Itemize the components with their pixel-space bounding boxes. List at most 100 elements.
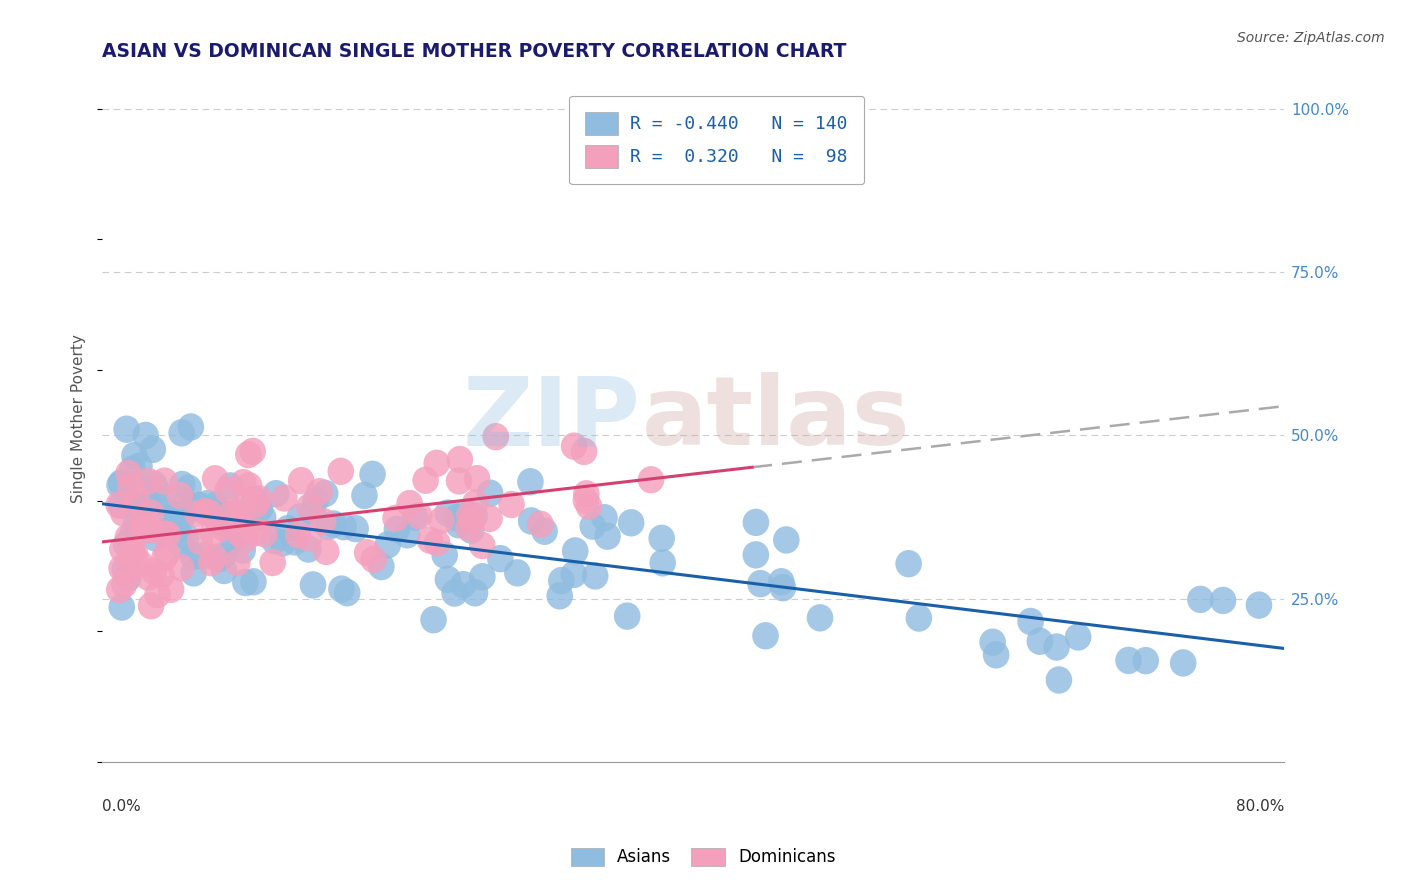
Ellipse shape [456, 501, 482, 529]
Ellipse shape [517, 508, 544, 534]
Ellipse shape [432, 541, 458, 569]
Ellipse shape [129, 505, 156, 533]
Ellipse shape [328, 575, 354, 603]
Ellipse shape [117, 527, 143, 555]
Ellipse shape [482, 423, 509, 450]
Ellipse shape [315, 513, 342, 541]
Ellipse shape [299, 498, 326, 525]
Ellipse shape [420, 606, 447, 633]
Ellipse shape [202, 496, 229, 524]
Ellipse shape [114, 416, 139, 443]
Ellipse shape [274, 515, 301, 542]
Ellipse shape [477, 479, 503, 507]
Ellipse shape [396, 490, 423, 517]
Ellipse shape [434, 500, 461, 527]
Ellipse shape [281, 528, 308, 556]
Ellipse shape [295, 524, 322, 552]
Ellipse shape [312, 480, 339, 508]
Ellipse shape [314, 538, 339, 566]
Ellipse shape [117, 558, 143, 584]
Legend: R = -0.440   N = 140, R =  0.320   N =  98: R = -0.440 N = 140, R = 0.320 N = 98 [569, 95, 865, 185]
Ellipse shape [531, 517, 558, 545]
Ellipse shape [148, 561, 174, 589]
Ellipse shape [354, 539, 381, 566]
Ellipse shape [172, 500, 198, 527]
Ellipse shape [1115, 647, 1142, 674]
Ellipse shape [218, 500, 245, 527]
Ellipse shape [561, 433, 588, 460]
Ellipse shape [287, 503, 314, 531]
Legend: Asians, Dominicans: Asians, Dominicans [564, 841, 842, 873]
Ellipse shape [402, 504, 429, 531]
Ellipse shape [747, 570, 773, 598]
Ellipse shape [207, 499, 233, 526]
Ellipse shape [232, 569, 259, 596]
Ellipse shape [648, 524, 675, 552]
Ellipse shape [197, 500, 224, 527]
Ellipse shape [124, 486, 150, 514]
Ellipse shape [447, 446, 472, 474]
Ellipse shape [1026, 628, 1053, 655]
Ellipse shape [443, 504, 470, 532]
Ellipse shape [250, 504, 277, 531]
Ellipse shape [121, 442, 148, 469]
Ellipse shape [285, 521, 312, 549]
Ellipse shape [441, 579, 468, 607]
Ellipse shape [582, 562, 609, 590]
Ellipse shape [562, 537, 589, 565]
Ellipse shape [416, 526, 443, 554]
Ellipse shape [252, 520, 277, 548]
Ellipse shape [136, 492, 163, 520]
Ellipse shape [360, 460, 385, 488]
Ellipse shape [807, 604, 834, 632]
Ellipse shape [120, 519, 146, 547]
Ellipse shape [169, 501, 195, 529]
Ellipse shape [434, 566, 461, 593]
Ellipse shape [394, 521, 420, 549]
Ellipse shape [561, 561, 588, 588]
Ellipse shape [172, 490, 198, 517]
Ellipse shape [517, 468, 544, 495]
Ellipse shape [288, 467, 315, 494]
Ellipse shape [453, 500, 479, 526]
Ellipse shape [1187, 586, 1213, 613]
Ellipse shape [198, 549, 225, 576]
Ellipse shape [231, 511, 257, 539]
Ellipse shape [187, 527, 214, 555]
Ellipse shape [330, 513, 357, 541]
Ellipse shape [132, 422, 159, 449]
Ellipse shape [263, 480, 290, 508]
Ellipse shape [527, 510, 554, 538]
Ellipse shape [110, 535, 135, 563]
Ellipse shape [295, 493, 322, 521]
Ellipse shape [111, 571, 138, 599]
Ellipse shape [614, 602, 641, 630]
Ellipse shape [382, 505, 409, 532]
Y-axis label: Single Mother Poverty: Single Mother Poverty [72, 334, 86, 503]
Ellipse shape [135, 564, 162, 591]
Ellipse shape [142, 524, 169, 552]
Ellipse shape [768, 568, 794, 596]
Ellipse shape [138, 592, 165, 619]
Ellipse shape [477, 505, 503, 533]
Ellipse shape [579, 512, 606, 540]
Ellipse shape [229, 536, 256, 564]
Ellipse shape [110, 500, 136, 527]
Ellipse shape [201, 543, 228, 571]
Ellipse shape [153, 540, 180, 567]
Ellipse shape [145, 581, 170, 608]
Ellipse shape [165, 515, 191, 542]
Ellipse shape [752, 622, 779, 649]
Ellipse shape [240, 485, 267, 513]
Ellipse shape [112, 531, 139, 558]
Ellipse shape [157, 505, 184, 533]
Ellipse shape [240, 568, 267, 596]
Ellipse shape [458, 516, 485, 544]
Ellipse shape [463, 490, 489, 516]
Ellipse shape [202, 465, 228, 492]
Ellipse shape [115, 459, 142, 487]
Ellipse shape [217, 472, 243, 500]
Ellipse shape [166, 482, 193, 509]
Ellipse shape [121, 475, 148, 503]
Ellipse shape [127, 496, 153, 524]
